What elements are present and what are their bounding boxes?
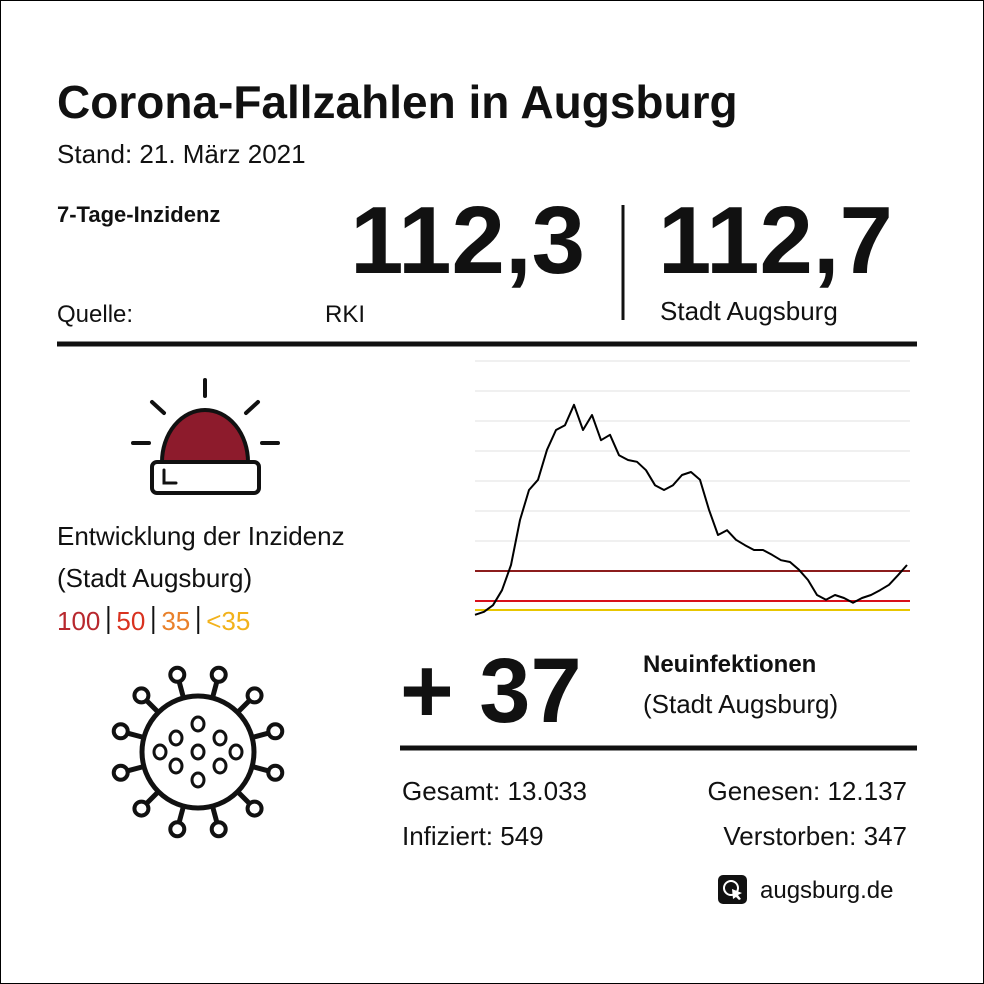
legend-label: 35 [161, 606, 190, 636]
virus-icon [111, 665, 285, 839]
virus-spike-cap [245, 799, 264, 818]
stat: Verstorben: 347 [723, 821, 907, 851]
virus-spike-cap [168, 820, 187, 839]
virus-dot [212, 757, 228, 775]
virus-spike-cap [245, 686, 264, 705]
stat: Gesamt: 13.033 [402, 776, 587, 806]
stat-value: 549 [500, 821, 543, 851]
incidence-value: 112,3 [350, 187, 585, 294]
legend: 100 50 35 <35 [57, 606, 250, 636]
development-subtitle: (Stadt Augsburg) [57, 563, 252, 593]
new-infections-value: + 37 [400, 640, 582, 742]
virus-spike-cap [132, 686, 151, 705]
stat-label: Infiziert: [402, 821, 493, 851]
virus-body [139, 693, 257, 811]
legend-label: 50 [116, 606, 145, 636]
legend-label: 100 [57, 606, 100, 636]
development-title: Entwicklung der Inzidenz [57, 521, 345, 551]
virus-dot [228, 743, 244, 761]
virus-spike-cap [266, 763, 285, 782]
website-icon [718, 875, 747, 904]
virus-dot [212, 729, 228, 747]
virus-dot [168, 729, 184, 747]
stat-value: 12.137 [827, 776, 907, 806]
stat: Genesen: 12.137 [707, 776, 907, 806]
virus-spike-cap [132, 799, 151, 818]
virus-spike-cap [209, 665, 228, 684]
source: RKI [325, 301, 365, 328]
siren-icon [131, 378, 280, 495]
new-infections-sublabel: (Stadt Augsburg) [643, 689, 838, 719]
incidence-value: 112,7 [658, 187, 893, 294]
stat-label: Gesamt: [402, 776, 500, 806]
virus-spike-cap [111, 722, 130, 741]
virus-dot [190, 771, 206, 789]
source: Stadt Augsburg [660, 296, 838, 326]
subtitle: Stand: 21. März 2021 [57, 139, 306, 169]
virus-dot [190, 715, 206, 733]
virus-spike-cap [168, 665, 187, 684]
virus-dot [168, 757, 184, 775]
virus-dot [190, 743, 206, 761]
virus-spike-cap [266, 722, 285, 741]
new-infections-label: Neuinfektionen [643, 651, 816, 678]
virus-dot [152, 743, 168, 761]
virus-spike-cap [111, 763, 130, 782]
source-label: Quelle: [57, 301, 133, 328]
stat-label: Genesen: [707, 776, 820, 806]
incidence-line [474, 403, 908, 616]
virus-spike-cap [209, 820, 228, 839]
stat-value: 13.033 [507, 776, 587, 806]
stat-value: 347 [864, 821, 907, 851]
website[interactable]: augsburg.de [760, 877, 893, 904]
stat-label: Verstorben: [723, 821, 856, 851]
legend-label: <35 [206, 606, 250, 636]
stat: Infiziert: 549 [402, 821, 544, 851]
incidence-chart [474, 360, 910, 616]
incidence-label: 7-Tage-Inzidenz [57, 202, 220, 227]
title: Corona-Fallzahlen in Augsburg [57, 76, 738, 128]
